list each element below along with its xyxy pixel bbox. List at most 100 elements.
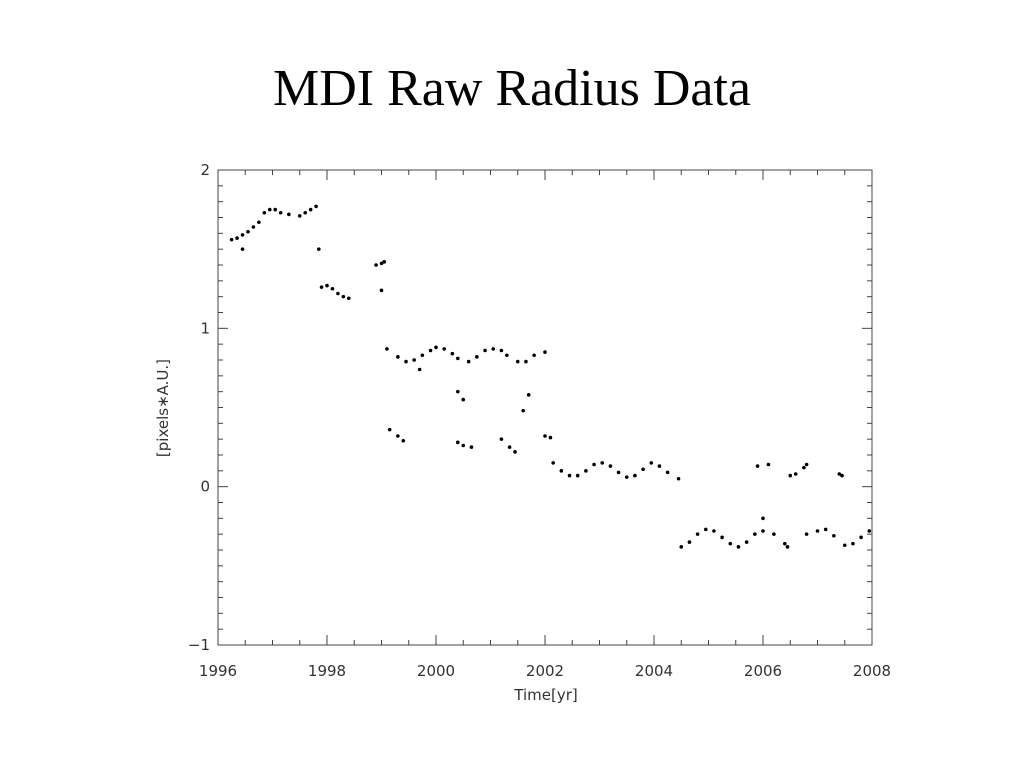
data-point	[616, 470, 621, 475]
data-point	[532, 353, 536, 358]
data-point	[584, 469, 588, 473]
data-point	[434, 345, 438, 350]
y-tick-label: 2	[200, 161, 210, 179]
data-point	[543, 434, 547, 438]
data-point	[676, 476, 681, 481]
data-point	[396, 434, 400, 438]
data-point	[401, 438, 406, 443]
data-point	[475, 355, 479, 359]
x-tick-label: 2000	[417, 662, 455, 680]
data-point	[461, 397, 466, 402]
data-point	[832, 533, 836, 538]
data-point	[287, 212, 291, 217]
y-axis-label: [pixels∗A.U.]	[154, 359, 172, 457]
data-point	[499, 348, 504, 353]
data-point	[417, 367, 422, 372]
data-point	[837, 472, 842, 476]
x-tick-label: 2008	[853, 662, 891, 680]
data-point	[736, 545, 741, 549]
data-point	[308, 207, 313, 212]
y-tick-label: 1	[200, 319, 210, 337]
data-point	[379, 288, 384, 293]
data-point	[379, 261, 384, 266]
data-point	[336, 291, 340, 296]
data-point	[456, 356, 460, 361]
data-point	[229, 237, 234, 242]
data-point	[257, 220, 261, 225]
data-point	[456, 389, 460, 394]
data-point	[330, 286, 335, 291]
data-point	[788, 473, 793, 478]
data-point	[325, 283, 329, 288]
data-point	[785, 545, 790, 549]
data-point	[600, 461, 605, 465]
data-point	[823, 527, 828, 532]
data-point	[262, 210, 267, 215]
data-point	[608, 464, 613, 468]
data-point	[772, 532, 776, 536]
data-point	[341, 294, 346, 299]
data-point	[720, 535, 724, 540]
chart-title: MDI Raw Radius Data	[273, 60, 751, 117]
data-point	[521, 408, 525, 413]
data-point	[347, 296, 351, 301]
data-point	[382, 260, 387, 264]
data-point	[804, 462, 809, 467]
data-point	[793, 472, 798, 476]
data-point	[456, 440, 460, 445]
data-point	[679, 545, 684, 549]
data-point	[815, 529, 820, 533]
data-point	[396, 355, 400, 359]
data-point	[766, 462, 771, 467]
data-point	[314, 204, 318, 209]
data-point	[567, 473, 572, 478]
data-point	[753, 532, 757, 536]
data-point	[513, 450, 517, 454]
data-point	[267, 207, 272, 212]
data-point	[755, 464, 760, 468]
data-point	[624, 475, 629, 479]
data-point	[744, 540, 749, 544]
data-point	[450, 351, 455, 356]
data-point	[412, 358, 417, 362]
data-point	[575, 473, 580, 478]
data-point	[461, 443, 466, 448]
data-point	[641, 467, 645, 472]
data-point	[387, 427, 392, 432]
data-point	[483, 348, 487, 353]
data-point	[687, 540, 692, 544]
data-point	[273, 207, 278, 212]
data-point	[251, 225, 256, 229]
data-point	[466, 359, 471, 364]
data-point	[420, 353, 425, 358]
data-point	[548, 435, 553, 440]
data-point	[804, 532, 809, 536]
data-point	[303, 210, 308, 215]
data-point	[657, 464, 662, 468]
data-point	[240, 247, 245, 251]
data-point	[802, 465, 806, 470]
data-point	[783, 541, 787, 546]
data-point	[551, 461, 555, 465]
data-point	[761, 529, 765, 533]
data-point	[442, 347, 446, 351]
y-tick-label: 0	[200, 478, 210, 496]
y-tick-label: −1	[188, 636, 210, 654]
x-tick-label: 2004	[635, 662, 673, 680]
plot-frame	[217, 169, 873, 646]
data-point	[859, 535, 863, 540]
data-point	[524, 359, 528, 364]
x-tick-label: 2002	[526, 662, 564, 680]
data-point	[728, 541, 733, 546]
data-point	[499, 437, 504, 441]
data-point	[526, 393, 531, 397]
data-point	[695, 532, 700, 536]
data-point	[246, 229, 250, 234]
data-point	[761, 516, 765, 521]
x-tick-label: 2006	[744, 662, 782, 680]
data-point	[703, 527, 708, 532]
data-point	[515, 359, 520, 364]
data-point	[491, 347, 496, 351]
data-point	[507, 445, 512, 449]
